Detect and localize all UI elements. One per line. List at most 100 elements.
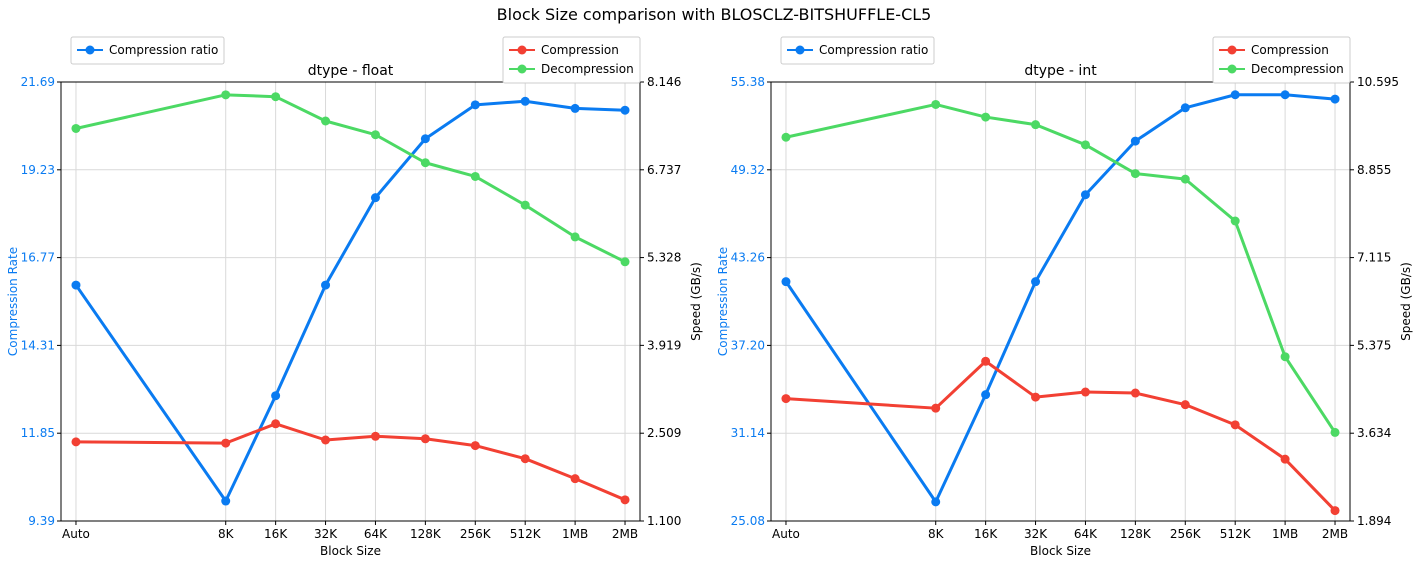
y-tick-label-right: 6.737 <box>647 163 681 177</box>
data-point <box>370 130 380 140</box>
y-tick-label-right: 3.919 <box>647 338 681 352</box>
y-axis-label-right: Speed (GB/s) <box>1399 262 1413 341</box>
y-tick-label-right: 8.146 <box>647 75 681 89</box>
data-point <box>620 495 630 505</box>
x-tick-label: 512K <box>1220 527 1252 541</box>
data-point <box>1280 90 1290 100</box>
series-line <box>75 422 626 502</box>
legend-marker <box>1227 45 1237 55</box>
data-point <box>931 403 941 413</box>
y-tick-label-right: 3.634 <box>1357 426 1391 440</box>
data-point <box>321 116 331 126</box>
x-tick-label: 2MB <box>612 527 638 541</box>
x-tick-label: 64K <box>364 527 388 541</box>
chart-title: dtype - int <box>1024 63 1097 79</box>
x-tick-label: 128K <box>410 527 442 541</box>
data-point <box>271 391 281 401</box>
data-point <box>1230 90 1240 100</box>
x-axis-label: Block Size <box>320 544 381 558</box>
y-axis-label-left: Compression Rate <box>6 247 20 356</box>
data-point <box>570 232 580 242</box>
data-point <box>470 100 480 110</box>
legend-box <box>70 36 225 65</box>
y-tick-label-left: 31.14 <box>731 426 765 440</box>
legend-label: Decompression <box>541 62 634 76</box>
data-point <box>1080 190 1090 200</box>
legend-box <box>780 36 935 65</box>
series-decompression <box>781 99 1340 437</box>
y-tick-label-left: 25.08 <box>731 514 765 528</box>
data-point <box>1180 103 1190 113</box>
series-compression <box>71 419 630 505</box>
x-tick-label: 16K <box>974 527 998 541</box>
legend: Compression ratio <box>70 36 225 65</box>
series-line <box>784 93 1336 504</box>
data-point <box>1130 136 1140 146</box>
y-axis-label-right: Speed (GB/s) <box>689 262 703 341</box>
data-point <box>1031 277 1041 287</box>
legend-box <box>1212 36 1351 84</box>
data-point <box>981 356 991 366</box>
grid <box>771 81 1350 522</box>
y-tick-label-right: 10.595 <box>1357 75 1399 89</box>
data-point <box>1180 400 1190 410</box>
data-point <box>221 438 231 448</box>
x-tick-label: 64K <box>1074 527 1098 541</box>
x-tick-label: 16K <box>264 527 288 541</box>
x-tick-label: 1MB <box>1272 527 1298 541</box>
x-tick-label: 1MB <box>562 527 588 541</box>
y-tick-label-left: 21.69 <box>21 75 55 89</box>
data-point <box>1031 120 1041 130</box>
data-point <box>321 435 331 445</box>
data-point <box>620 257 630 267</box>
data-point <box>470 441 480 451</box>
y-tick-label-right: 1.894 <box>1357 514 1391 528</box>
data-point <box>981 112 991 122</box>
legend-label: Decompression <box>1251 62 1344 76</box>
data-point <box>1130 169 1140 179</box>
data-point <box>1080 387 1090 397</box>
data-point <box>570 103 580 113</box>
data-point <box>470 171 480 181</box>
y-tick-label-right: 1.100 <box>647 514 681 528</box>
x-tick-label: 256K <box>460 527 492 541</box>
data-point <box>221 90 231 100</box>
y-axis-label-left: Compression Rate <box>716 247 730 356</box>
data-point <box>1280 352 1290 362</box>
x-tick-label: 2MB <box>1322 527 1348 541</box>
data-point <box>981 390 991 400</box>
y-tick-label-left: 55.38 <box>731 75 765 89</box>
series-line <box>785 359 1337 512</box>
legend-marker <box>517 64 527 74</box>
y-tick-label-left: 37.20 <box>731 338 765 352</box>
x-tick-label: 32K <box>314 527 338 541</box>
x-tick-label: 128K <box>1120 527 1152 541</box>
data-point <box>271 92 281 102</box>
y-tick-label-left: 19.23 <box>21 163 55 177</box>
figure-title: Block Size comparison with BLOSCLZ-BITSH… <box>497 5 932 24</box>
legend-label: Compression <box>541 43 619 57</box>
chart-title: dtype - float <box>308 63 394 79</box>
data-point <box>931 99 941 109</box>
data-point <box>71 123 81 133</box>
data-point <box>1230 420 1240 430</box>
series-line <box>785 102 1337 434</box>
legend-box <box>502 36 641 84</box>
x-tick-label: 8K <box>928 527 945 541</box>
legend-marker <box>795 45 805 55</box>
data-point <box>321 280 331 290</box>
data-point <box>71 437 81 447</box>
y-tick-label-right: 7.115 <box>1357 251 1391 265</box>
chart-panel-int: 25.08 31.14 37.20 43.26 49.32 55.38 1.894 3.634… <box>716 36 1413 558</box>
data-point <box>1330 427 1340 437</box>
y-tick-label-left: 43.26 <box>731 251 765 265</box>
series-line <box>74 99 626 503</box>
y-tick-label-right: 5.375 <box>1357 338 1391 352</box>
data-point <box>1330 506 1340 516</box>
data-point <box>1330 94 1340 104</box>
legend-label: Compression ratio <box>819 43 928 57</box>
data-point <box>520 200 530 210</box>
legend: Compression Decompression <box>502 36 641 84</box>
x-tick-label: 8K <box>218 527 235 541</box>
